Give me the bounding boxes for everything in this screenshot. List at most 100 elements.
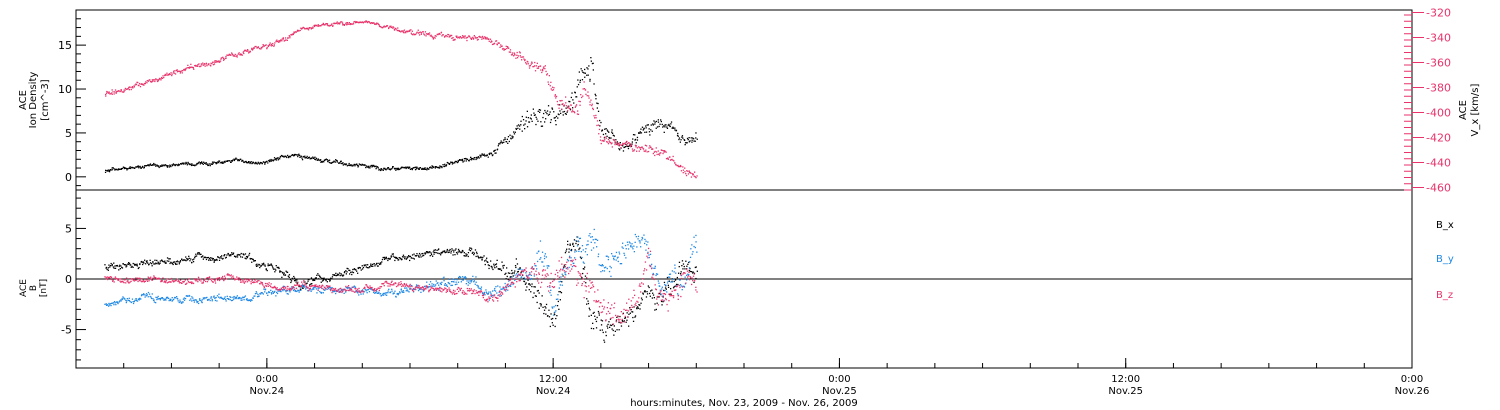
top-data-point (229, 54, 231, 56)
top-data-point (462, 36, 464, 38)
bottom-data-point (418, 255, 420, 258)
bottom-data-point (446, 285, 449, 288)
bottom-data-point (195, 299, 198, 301)
bottom-data-point (664, 287, 667, 289)
bottom-ylabel-line2: B (29, 285, 39, 291)
top-data-point (506, 47, 508, 50)
bottom-data-point (115, 265, 117, 267)
bottom-data-point (468, 249, 470, 251)
bottom-data-point (331, 278, 333, 280)
bottom-data-point (695, 277, 697, 280)
top-data-point (330, 24, 332, 27)
bottom-data-point (250, 283, 252, 285)
top-data-point (457, 161, 459, 163)
bottom-data-point (298, 284, 300, 286)
bottom-data-point (305, 285, 308, 287)
bottom-data-point (175, 261, 177, 263)
bottom-data-point (593, 311, 595, 314)
top-data-point (265, 44, 267, 46)
bottom-data-point (370, 288, 372, 290)
bottom-data-point (418, 256, 420, 258)
top-data-point (365, 165, 368, 167)
bottom-data-point (504, 289, 506, 291)
bottom-data-point (661, 304, 663, 306)
bottom-data-point (183, 299, 186, 301)
bottom-data-point (657, 280, 659, 282)
bottom-data-point (680, 271, 682, 273)
top-data-point (515, 57, 517, 59)
bottom-data-point (242, 296, 244, 298)
bottom-data-point (482, 256, 484, 259)
bottom-data-point (632, 311, 634, 313)
bottom-data-point (201, 301, 203, 304)
top-data-point (629, 145, 631, 147)
bottom-data-point (607, 310, 609, 313)
top-data-point (653, 151, 655, 153)
top-data-point (375, 165, 377, 167)
top-data-point (361, 21, 364, 23)
top-data-point (138, 167, 140, 169)
top-data-point (354, 165, 356, 167)
top-data-point (680, 170, 683, 172)
bottom-data-point (434, 288, 436, 290)
bottom-data-point (371, 288, 373, 290)
top-data-point (542, 116, 544, 119)
bottom-data-point (498, 290, 501, 293)
top-data-point (210, 65, 212, 67)
top-data-point (483, 154, 485, 156)
top-data-point (130, 88, 132, 91)
bottom-data-point (104, 264, 106, 266)
bottom-data-point (403, 256, 405, 258)
bottom-data-point (443, 280, 445, 282)
top-data-point (594, 93, 596, 95)
bottom-data-point (351, 273, 353, 276)
bottom-data-point (623, 308, 625, 311)
top-data-point (303, 156, 305, 158)
bottom-data-point (328, 278, 330, 280)
bottom-data-point (185, 260, 187, 262)
bottom-data-point (249, 300, 252, 302)
bottom-data-point (539, 240, 542, 242)
bottom-data-point (385, 256, 387, 258)
bottom-data-point (383, 282, 385, 285)
top-data-point (525, 62, 527, 64)
top-data-point (319, 159, 321, 162)
bottom-data-point (586, 272, 588, 275)
bottom-data-point (236, 297, 238, 300)
bottom-data-point (285, 289, 288, 291)
top-data-point (551, 89, 553, 91)
bottom-data-point (617, 318, 620, 320)
top-data-point (449, 162, 451, 165)
top-data-point (117, 169, 119, 171)
bottom-data-point (516, 263, 519, 265)
bottom-data-point (122, 296, 124, 298)
top-data-point (402, 167, 404, 169)
bottom-data-point (538, 307, 540, 309)
bottom-data-point (352, 271, 355, 274)
bottom-data-point (313, 288, 315, 290)
bottom-data-point (629, 306, 632, 309)
bottom-data-point (573, 262, 575, 264)
bottom-data-point (494, 296, 497, 299)
bottom-data-point (458, 277, 460, 279)
bottom-data-point (485, 291, 487, 293)
bottom-data-point (188, 281, 190, 284)
bottom-data-point (466, 287, 468, 290)
bottom-data-point (516, 271, 519, 273)
top-data-point (114, 89, 117, 91)
bottom-data-point (658, 282, 660, 284)
bottom-data-point (332, 289, 334, 291)
bottom-data-point (661, 299, 664, 301)
top-data-point (505, 45, 507, 47)
bottom-data-point (181, 282, 183, 284)
top-data-point (302, 155, 304, 158)
top-data-point (236, 56, 238, 58)
bottom-data-point (600, 302, 602, 304)
x-tick-time-label: 0:00 (828, 374, 850, 385)
bottom-data-point (417, 254, 419, 257)
bottom-data-point (668, 293, 670, 295)
bottom-data-point (384, 294, 386, 296)
bottom-data-point (553, 286, 556, 288)
bottom-data-point (104, 303, 106, 305)
bottom-data-point (557, 298, 559, 300)
